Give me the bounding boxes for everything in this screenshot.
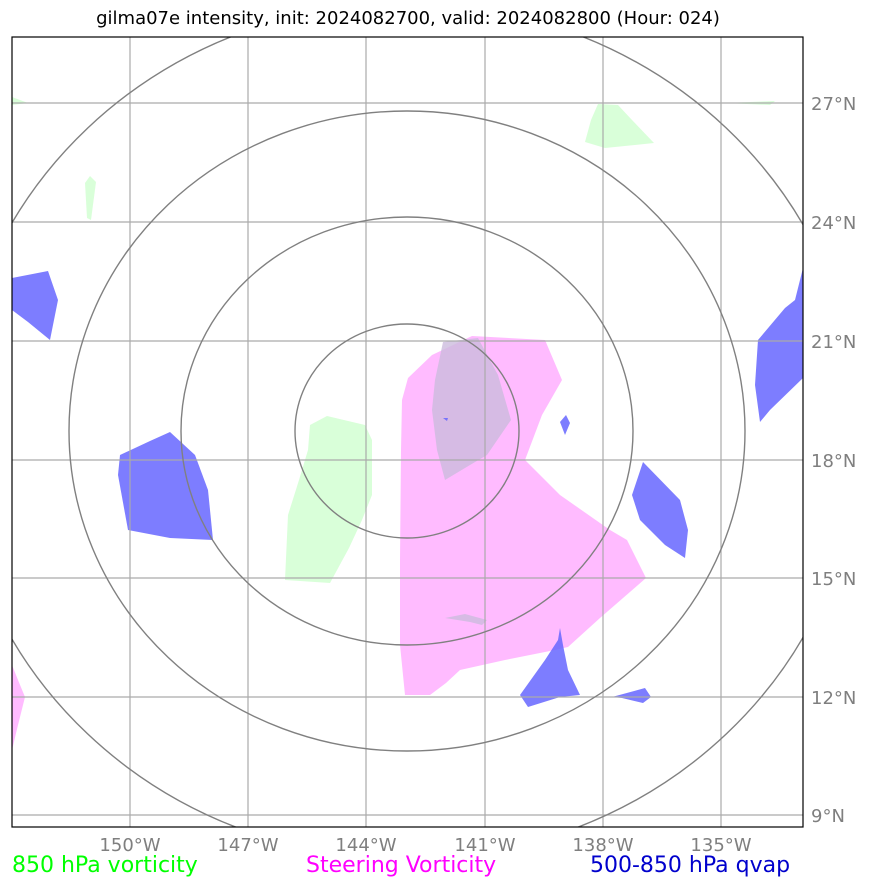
- blue-region-4: [632, 462, 688, 558]
- map-gridlines: [12, 37, 803, 827]
- longitude-labels: 150°W 147°W 144°W 141°W 138°W 135°W: [99, 835, 751, 856]
- legend-steering-vorticity: Steering Vorticity: [306, 853, 497, 878]
- green-region-3: [585, 104, 654, 148]
- lat-label-21n: 21°N: [811, 332, 856, 353]
- green-region-1: [285, 416, 372, 583]
- green-region-4: [12, 97, 28, 105]
- lon-label-135w: 135°W: [690, 835, 751, 856]
- magenta-region-edge: [12, 665, 25, 750]
- lat-label-9n: 9°N: [811, 806, 845, 827]
- overlap-region: [432, 338, 511, 480]
- blue-region-1: [12, 271, 58, 340]
- lon-label-147w: 147°W: [217, 835, 278, 856]
- latitude-labels: 27°N 24°N 21°N 18°N 15°N 12°N 9°N: [811, 94, 856, 827]
- lat-label-15n: 15°N: [811, 569, 856, 590]
- lon-label-144w: 144°W: [335, 835, 396, 856]
- range-rings: [12, 37, 803, 827]
- lat-label-24n: 24°N: [811, 213, 856, 234]
- blue-region-2: [118, 432, 213, 540]
- lat-label-27n: 27°N: [811, 94, 856, 115]
- range-ring-3: [68, 110, 746, 752]
- range-ring-2: [180, 216, 634, 646]
- range-ring-1: [294, 323, 520, 539]
- overlap-small: [445, 614, 487, 625]
- lon-label-141w: 141°W: [454, 835, 515, 856]
- blue-region-8: [443, 418, 448, 421]
- lon-label-138w: 138°W: [572, 835, 633, 856]
- lat-label-12n: 12°N: [811, 688, 856, 709]
- blue-region-5: [520, 628, 580, 707]
- vorticity-850-regions: [12, 97, 775, 583]
- legend-850-vorticity: 850 hPa vorticity: [12, 853, 198, 878]
- map-fields: [12, 37, 803, 827]
- green-region-2: [85, 176, 96, 220]
- blue-region-3: [755, 268, 803, 422]
- legend-qvap: 500-850 hPa qvap: [590, 853, 791, 878]
- qvap-regions: [12, 268, 803, 707]
- lon-label-150w: 150°W: [99, 835, 160, 856]
- blue-region-6: [612, 688, 651, 703]
- lat-label-18n: 18°N: [811, 451, 856, 472]
- map-title: gilma07e intensity, init: 2024082700, va…: [96, 8, 720, 29]
- map-frame: [11, 36, 804, 828]
- blue-region-7: [560, 415, 570, 435]
